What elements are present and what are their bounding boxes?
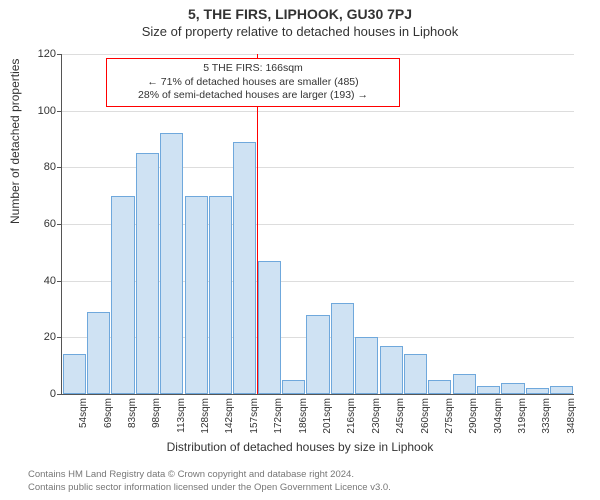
callout-box: 5 THE FIRS: 166sqm ← 71% of detached hou… <box>106 58 400 107</box>
x-tick-label: 290sqm <box>468 398 479 434</box>
x-tick-label: 245sqm <box>395 398 406 434</box>
histogram-bar <box>550 386 573 395</box>
y-tick-label: 60 <box>16 218 56 230</box>
chart-subtitle: Size of property relative to detached ho… <box>0 22 600 39</box>
callout-line-2: ← 71% of detached houses are smaller (48… <box>113 76 393 90</box>
x-axis-label: Distribution of detached houses by size … <box>0 440 600 454</box>
y-tick-label: 80 <box>16 161 56 173</box>
x-tick-label: 69sqm <box>103 398 114 428</box>
histogram-bar <box>453 374 476 394</box>
page-title: 5, THE FIRS, LIPHOOK, GU30 7PJ <box>0 0 600 22</box>
x-tick-label: 128sqm <box>200 398 211 434</box>
y-tick-mark <box>57 281 62 282</box>
histogram-bar <box>136 153 159 394</box>
histogram-bar <box>111 196 134 394</box>
x-tick-label: 201sqm <box>322 398 333 434</box>
x-axis-line <box>62 394 574 395</box>
x-tick-label: 216sqm <box>346 398 357 434</box>
y-axis-label: Number of detached properties <box>8 59 22 224</box>
histogram-bar <box>87 312 110 394</box>
histogram-bar <box>428 380 451 394</box>
x-tick-label: 83sqm <box>127 398 138 428</box>
x-tick-label: 275sqm <box>444 398 455 434</box>
histogram-bar <box>355 337 378 394</box>
y-tick-mark <box>57 167 62 168</box>
chart-container: 5, THE FIRS, LIPHOOK, GU30 7PJ Size of p… <box>0 0 600 500</box>
x-tick-label: 172sqm <box>273 398 284 434</box>
y-tick-mark <box>57 54 62 55</box>
x-tick-label: 348sqm <box>566 398 577 434</box>
x-tick-label: 54sqm <box>78 398 89 428</box>
x-tick-label: 230sqm <box>371 398 382 434</box>
y-tick-mark <box>57 111 62 112</box>
x-tick-label: 157sqm <box>249 398 260 434</box>
x-tick-label: 260sqm <box>420 398 431 434</box>
histogram-bar <box>63 354 86 394</box>
x-tick-label: 333sqm <box>541 398 552 434</box>
x-tick-label: 142sqm <box>224 398 235 434</box>
x-tick-label: 113sqm <box>176 398 187 433</box>
x-tick-label: 304sqm <box>493 398 504 434</box>
histogram-bar <box>258 261 281 394</box>
footer-line-2: Contains public sector information licen… <box>28 482 391 494</box>
histogram-bar <box>404 354 427 394</box>
callout-line-3: 28% of semi-detached houses are larger (… <box>113 89 393 103</box>
chart-plot: 5 THE FIRS: 166sqm ← 71% of detached hou… <box>62 54 574 394</box>
histogram-bar <box>282 380 305 394</box>
histogram-bar <box>185 196 208 394</box>
y-tick-label: 120 <box>16 48 56 60</box>
footer-attribution: Contains HM Land Registry data © Crown c… <box>28 469 391 494</box>
histogram-bar <box>160 133 183 394</box>
x-tick-label: 98sqm <box>151 398 162 428</box>
y-tick-label: 100 <box>16 105 56 117</box>
x-tick-label: 186sqm <box>298 398 309 434</box>
y-tick-mark <box>57 337 62 338</box>
histogram-bar <box>380 346 403 394</box>
y-tick-label: 20 <box>16 331 56 343</box>
y-tick-label: 0 <box>16 388 56 400</box>
histogram-bar <box>233 142 256 394</box>
histogram-bar <box>209 196 232 394</box>
histogram-bar <box>306 315 329 394</box>
histogram-bar <box>501 383 524 394</box>
y-tick-mark <box>57 394 62 395</box>
y-tick-label: 40 <box>16 275 56 287</box>
y-tick-mark <box>57 224 62 225</box>
footer-line-1: Contains HM Land Registry data © Crown c… <box>28 469 391 481</box>
histogram-bar <box>331 303 354 394</box>
callout-line-1: 5 THE FIRS: 166sqm <box>113 62 393 76</box>
histogram-bar <box>477 386 500 395</box>
x-tick-label: 319sqm <box>517 398 528 434</box>
